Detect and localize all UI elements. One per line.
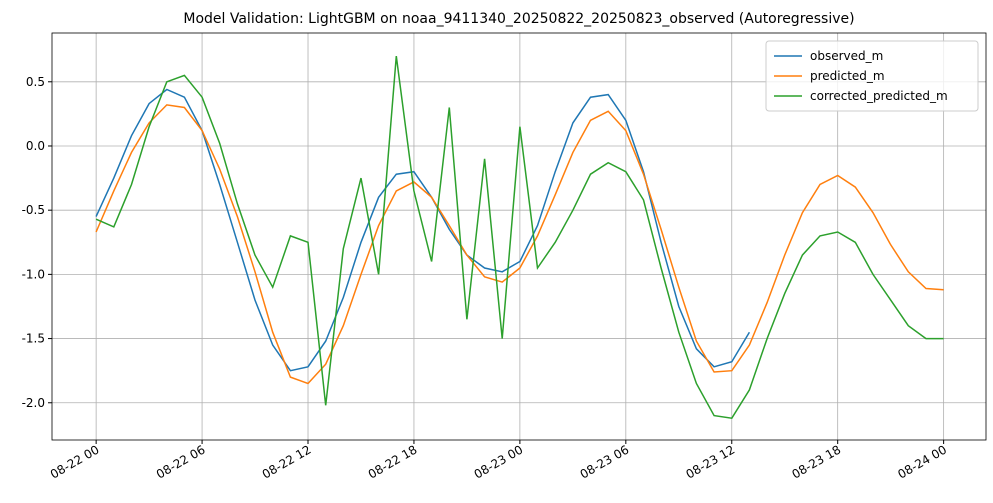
x-tick-label: 08-23 18 bbox=[789, 442, 843, 481]
y-tick-label: 0.5 bbox=[26, 75, 45, 89]
series-line bbox=[95, 88, 751, 372]
legend-label: corrected_predicted_m bbox=[810, 89, 948, 103]
x-tick-label: 08-23 06 bbox=[578, 442, 632, 481]
chart-title: Model Validation: LightGBM on noaa_94113… bbox=[183, 11, 854, 27]
legend-label: observed_m bbox=[810, 49, 883, 63]
y-tick-label: 0.0 bbox=[26, 139, 45, 153]
x-tick-label: 08-22 00 bbox=[48, 442, 102, 481]
y-tick-label: -1.5 bbox=[22, 332, 45, 346]
axes-frame bbox=[51, 32, 987, 441]
y-tick-label: -1.0 bbox=[22, 267, 45, 281]
x-tick-label: 08-22 18 bbox=[366, 442, 420, 481]
series-line bbox=[95, 104, 944, 385]
x-tick-label: 08-22 06 bbox=[154, 442, 208, 481]
y-tick-label: -0.5 bbox=[22, 203, 45, 217]
x-tick-label: 08-23 12 bbox=[684, 442, 738, 481]
y-tick-label: -2.0 bbox=[22, 396, 45, 410]
x-tick-label: 08-24 00 bbox=[895, 442, 949, 481]
x-tick-label: 08-23 00 bbox=[472, 442, 526, 481]
legend-box bbox=[765, 40, 979, 112]
series-line bbox=[95, 56, 944, 420]
legend-label: predicted_m bbox=[810, 69, 885, 83]
legend: observed_m predicted_m corrected_predicted… bbox=[765, 40, 979, 112]
x-tick-label: 08-22 12 bbox=[260, 442, 314, 481]
